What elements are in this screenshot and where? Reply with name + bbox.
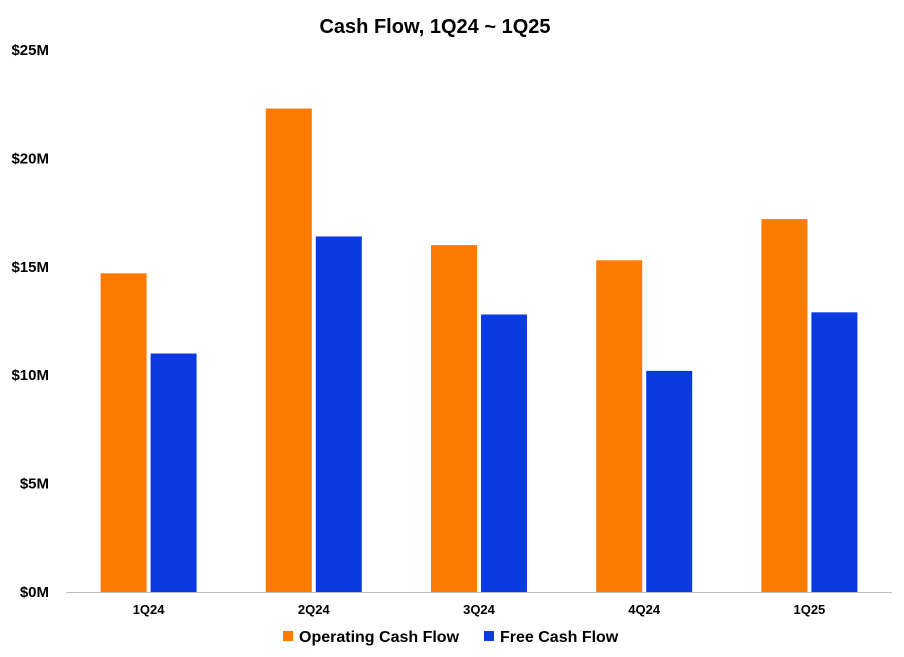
bar-operating-cash-flow-1q24: [100, 273, 147, 592]
bar-free-cash-flow-1q25: [811, 312, 858, 592]
bar-free-cash-flow-4q24: [646, 370, 693, 592]
bar-operating-cash-flow-2q24: [265, 108, 312, 592]
y-tick-label: $15M: [11, 259, 49, 276]
legend-label-operating-cash-flow: Operating Cash Flow: [299, 629, 460, 646]
y-tick-label: $5M: [20, 476, 49, 493]
x-tick-label: 4Q24: [628, 602, 661, 617]
bar-operating-cash-flow-1q25: [761, 219, 808, 592]
y-tick-label: $20M: [11, 150, 49, 167]
y-axis: $0M $5M $10M $15M $20M $25M: [11, 42, 49, 601]
legend-swatch-operating-cash-flow: [283, 631, 293, 641]
bar-operating-cash-flow-3q24: [431, 245, 477, 592]
plot-area: [100, 108, 858, 592]
x-tick-label: 1Q24: [133, 602, 166, 617]
y-tick-label: $10M: [11, 367, 49, 384]
bar-operating-cash-flow-4q24: [596, 260, 643, 592]
legend-swatch-free-cash-flow: [484, 631, 494, 641]
y-tick-label: $0M: [20, 584, 49, 601]
x-axis: 1Q24 2Q24 3Q24 4Q24 1Q25: [133, 602, 826, 617]
x-tick-label: 3Q24: [463, 602, 496, 617]
bar-free-cash-flow-3q24: [481, 314, 527, 592]
y-tick-label: $25M: [11, 42, 49, 59]
x-tick-label: 1Q25: [793, 602, 825, 617]
x-tick-label: 2Q24: [298, 602, 331, 617]
bar-free-cash-flow-1q24: [150, 353, 197, 592]
legend: Operating Cash Flow Free Cash Flow: [283, 629, 619, 646]
legend-label-free-cash-flow: Free Cash Flow: [500, 629, 619, 646]
chart-title: Cash Flow, 1Q24 ~ 1Q25: [319, 16, 550, 38]
bar-free-cash-flow-2q24: [315, 236, 362, 592]
